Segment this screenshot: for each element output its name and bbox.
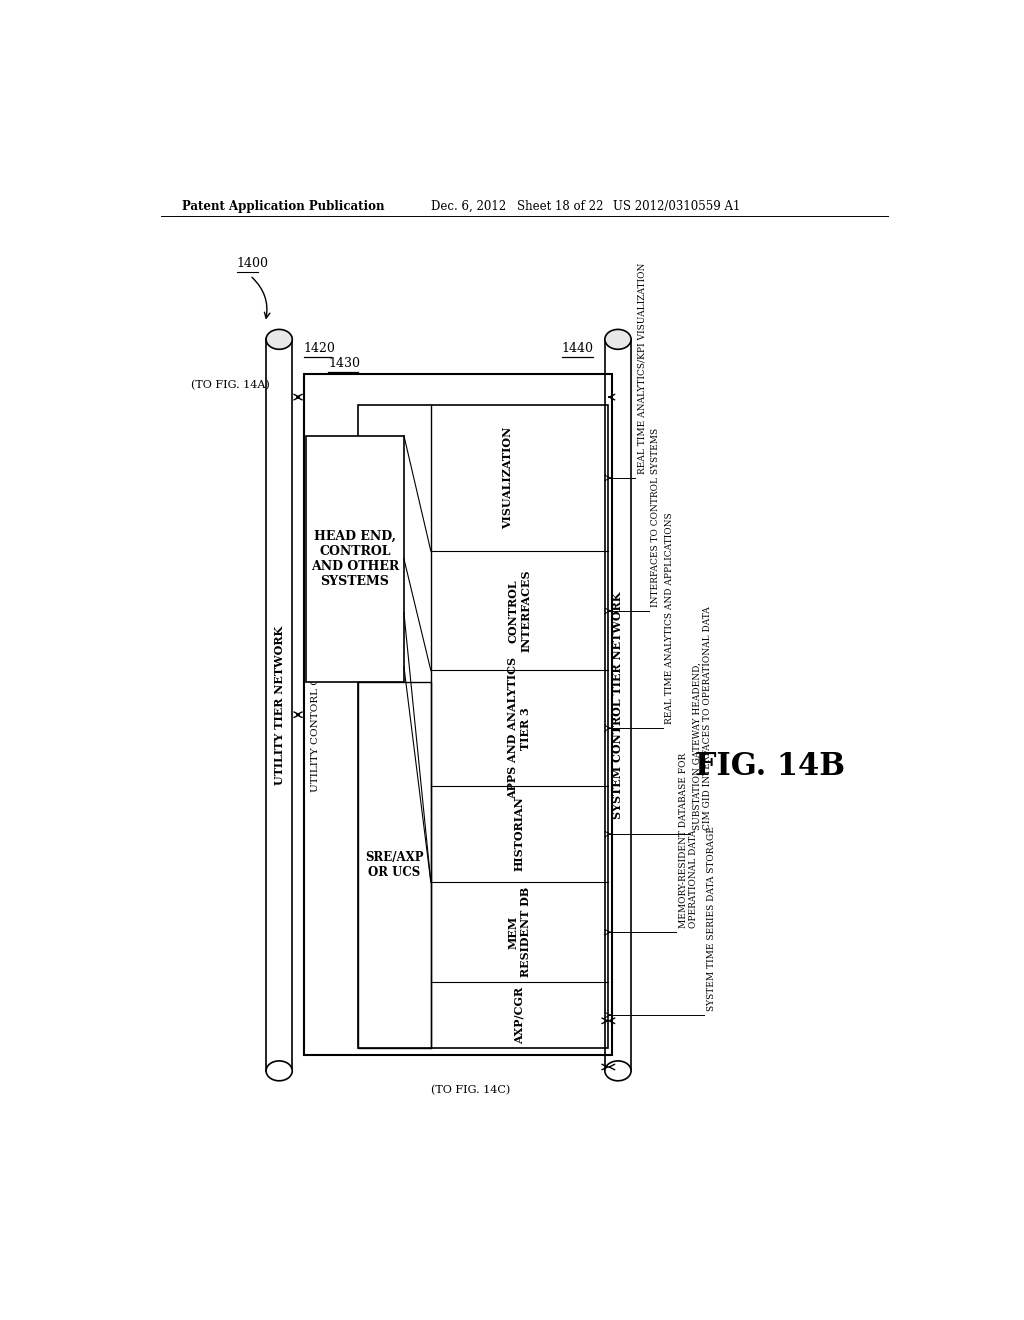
Text: Dec. 6, 2012: Dec. 6, 2012 [431,199,506,213]
Text: SRE/AXP
OR UCS: SRE/AXP OR UCS [365,851,424,879]
Text: US 2012/0310559 A1: US 2012/0310559 A1 [612,199,740,213]
Text: CONTROL
INTERFACES: CONTROL INTERFACES [508,569,531,652]
Ellipse shape [266,1061,292,1081]
Text: APPS AND ANALYTICS
TIER 3: APPS AND ANALYTICS TIER 3 [508,657,531,799]
Text: REAL TIME ANALYTICS/KPI VISUALIZATION: REAL TIME ANALYTICS/KPI VISUALIZATION [637,263,646,474]
Text: HEAD END,
CONTROL
AND OTHER
SYSTEMS: HEAD END, CONTROL AND OTHER SYSTEMS [311,529,399,587]
Text: 1420: 1420 [304,342,336,355]
Text: SYSTEM TIME SERIES DATA STORAGE: SYSTEM TIME SERIES DATA STORAGE [707,826,716,1011]
Text: (TO FIG. 14A): (TO FIG. 14A) [190,380,269,391]
Text: 1440: 1440 [562,342,594,355]
Text: SUBSTATION GATEWAY HEADEND,
CIM GID INTERFACES TO OPERATIONAL DATA: SUBSTATION GATEWAY HEADEND, CIM GID INTE… [692,606,712,830]
Bar [357,405,608,1048]
Ellipse shape [605,330,631,350]
Text: INTERFACES TO CONTROL SYSTEMS: INTERFACES TO CONTROL SYSTEMS [651,428,660,607]
Bar [304,374,611,1056]
Text: VISUALIZATION: VISUALIZATION [503,426,513,529]
Text: SYSTEM CONTROL TIER NETWORK: SYSTEM CONTROL TIER NETWORK [612,591,624,818]
Text: UTILITY CONTORL CENTER: UTILITY CONTORL CENTER [311,638,319,792]
Text: UTILITY TIER NETWORK: UTILITY TIER NETWORK [273,626,285,784]
Text: HISTORIAN: HISTORIAN [514,797,525,871]
Text: Sheet 18 of 22: Sheet 18 of 22 [517,199,603,213]
Text: REAL TIME ANALYTICS AND APPLICATIONS: REAL TIME ANALYTICS AND APPLICATIONS [665,512,674,725]
Text: (TO FIG. 14C): (TO FIG. 14C) [431,1085,510,1096]
Text: MEM
RESIDENT DB: MEM RESIDENT DB [508,887,531,977]
Text: AXP/CGR: AXP/CGR [514,986,525,1044]
Ellipse shape [266,330,292,350]
Bar [357,682,431,1048]
Bar [306,436,403,682]
Text: Patent Application Publication: Patent Application Publication [182,199,385,213]
Text: MEMORY-RESIDENT DATABASE FOR
OPERATIONAL DATA: MEMORY-RESIDENT DATABASE FOR OPERATIONAL… [679,754,698,928]
Text: 1430: 1430 [329,358,360,370]
Ellipse shape [605,1061,631,1081]
Text: FIG. 14B: FIG. 14B [694,751,845,783]
Text: 1400: 1400 [237,257,269,271]
